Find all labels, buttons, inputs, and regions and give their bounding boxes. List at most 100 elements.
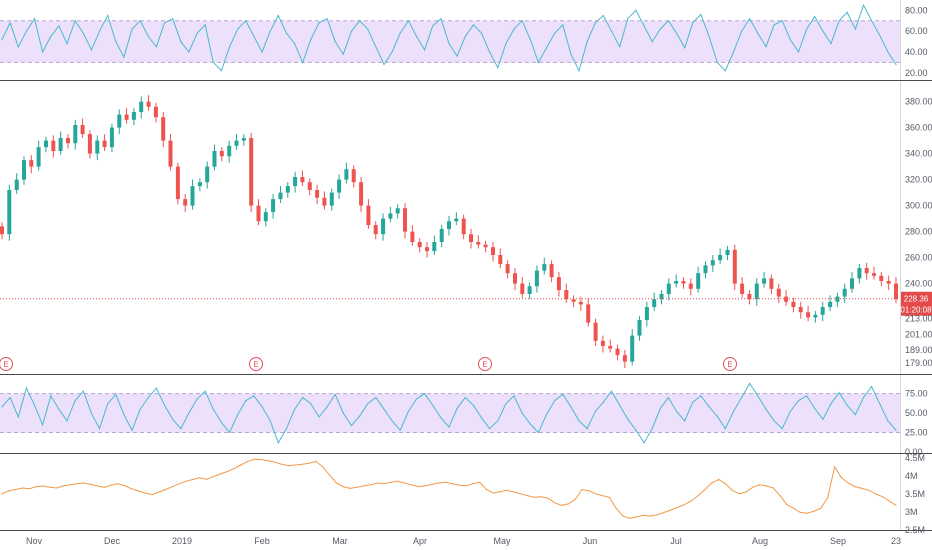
earnings-marker[interactable]: E [478,357,492,371]
rsi-top-line-point [676,32,678,34]
volume-average-line-point [779,495,781,497]
rsi-bottom-line-point [342,412,344,414]
rsi-top-line-point [245,20,247,22]
volume-average-line-point [322,466,324,468]
price-tick-label: 360.00 [905,123,932,133]
rsi-top-line-point [619,46,621,48]
rsi-bottom-line-point [724,428,726,430]
rsi-bottom-line-point [651,428,653,430]
rsi-bottom-line-point [684,420,686,422]
rsi-top-line-point [838,20,840,22]
rsi-top-line-point [204,24,206,26]
rsi-bottom-line-point [464,396,466,399]
volume-average-line-point [185,480,187,482]
volume-average-line-point [533,496,535,498]
earnings-marker[interactable]: E [249,357,263,371]
volume-average-line-point [274,461,276,463]
volume-average-line-point [404,482,406,484]
rsi-top-line-point [188,51,190,53]
volume-average-line-point [226,470,228,473]
volume-average-line-point [376,482,378,484]
rsi-bottom-line-point [562,393,564,395]
rsi-top-line-point [310,38,312,41]
rsi-bottom-line-point [757,395,759,397]
rsi-bottom-line-point [107,403,109,405]
volume-average-line-point [342,486,344,488]
rsi-top-line-point [554,32,556,34]
candle-body [828,301,833,307]
candle-body [630,335,635,362]
volume-average-line-point [213,475,215,478]
candle-body [476,242,481,245]
rsi-top-line-point [716,61,718,64]
candle-body [762,278,767,284]
rsi-top-line-point [846,11,848,13]
volume-tick-label: 3.5M [905,489,925,499]
price-tick-label: 340.00 [905,149,932,159]
earnings-marker[interactable]: E [723,357,737,371]
volume-average-line-point [28,488,30,490]
rsi-bottom-line-point [448,426,450,428]
volume-average-line-point [178,483,180,485]
rsi-bottom-line-point [407,410,409,413]
volume-average-line-point [526,495,529,497]
volume-average-line-point [260,459,262,461]
rsi-top-line-point [570,53,572,55]
rsi-bottom-line-point [310,403,312,405]
candle-body [0,226,4,235]
rsi-top-line-point [334,41,336,43]
candle-body [351,169,356,183]
volume-average-line-point [820,507,822,509]
candle-body [505,264,510,274]
candle-body [681,281,686,284]
last-price-label-bg [901,291,932,316]
rsi-bottom-line-point [700,395,702,397]
rsi-bottom-line-point [350,424,353,427]
volume-average-line-point [349,487,351,489]
rsi-top-line-point [17,46,19,48]
rsi-top-line-point [237,28,239,30]
candle-body [293,177,298,187]
volume-average-line-point [656,514,658,516]
candle-body [644,307,649,320]
candle-body [425,247,429,252]
rsi-bottom-line-point [676,410,678,413]
volume-average-line-point [711,482,713,484]
volume-average-line-point [76,483,78,485]
candle-body [241,138,246,141]
rsi-bottom-line-point [17,416,19,418]
rsi-bottom-line-point [25,387,27,389]
earnings-marker[interactable]: E [0,357,13,371]
earnings-marker-circle [249,357,263,371]
rsi-bottom-line-point [375,396,377,399]
candle-body [520,283,525,294]
rsi-bottom-line-point [440,417,442,419]
candle-body [483,244,488,248]
rsi-top-line-point [326,18,328,20]
rsi-bottom-line-point [212,408,214,410]
volume-average-line-point [799,511,802,514]
volume-average-line-point [499,491,501,493]
volume-average-line-point [663,511,665,514]
volume-average-line-point [42,485,44,487]
rsi-top-line-point [9,22,11,24]
volume-average-line-point [834,466,836,468]
rsi-bottom-line-point [854,414,857,416]
volume-average-line-point [62,485,64,487]
rsi-bottom-line-point [822,418,824,420]
volume-tick-label: 4.5M [905,453,925,463]
volume-average-line-point [615,507,617,509]
rsi-bottom-line-point [594,410,596,413]
volume-average-line-point [854,486,856,488]
rsi-top-line-point [537,61,540,64]
earnings-marker-label: E [482,360,487,369]
volume-average-line-point [861,487,863,489]
volume-average-line-point [485,488,488,491]
volume-average-line-point [369,484,372,486]
candle-body [263,212,268,222]
rsi-top-line-point [107,14,109,17]
volume-average-line-point [90,483,92,485]
rsi-top-line-point [879,34,881,36]
